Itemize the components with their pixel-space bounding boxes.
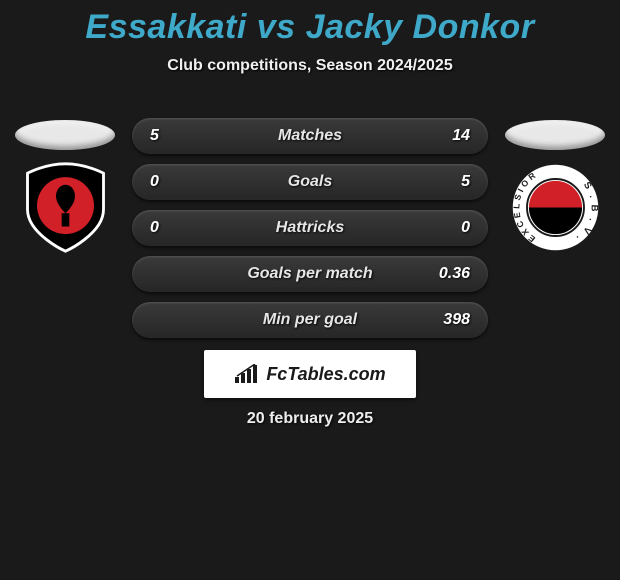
player1-name: Essakkati bbox=[85, 8, 246, 46]
stat-hattricks-label: Hattricks bbox=[276, 219, 344, 237]
stat-goals-label: Goals bbox=[288, 173, 332, 191]
stat-row-gpm: Goals per match 0.36 bbox=[132, 256, 488, 292]
team1-block bbox=[10, 120, 120, 255]
stat-matches-p1: 5 bbox=[150, 127, 159, 145]
brand-box: FcTables.com bbox=[204, 350, 416, 398]
team1-platform bbox=[15, 120, 115, 150]
page-title: Essakkati vs Jacky Donkor bbox=[0, 0, 620, 47]
stat-mpg-label: Min per goal bbox=[263, 311, 357, 329]
stat-mpg-p2: 398 bbox=[443, 311, 470, 329]
stats-table: 5 Matches 14 0 Goals 5 0 Hattricks 0 Goa… bbox=[132, 118, 488, 348]
player2-name: Jacky Donkor bbox=[306, 8, 535, 46]
date: 20 february 2025 bbox=[247, 410, 373, 428]
stat-row-matches: 5 Matches 14 bbox=[132, 118, 488, 154]
stat-gpm-label: Goals per match bbox=[247, 265, 372, 283]
stat-row-goals: 0 Goals 5 bbox=[132, 164, 488, 200]
stat-hattricks-p1: 0 bbox=[150, 219, 159, 237]
chart-icon bbox=[234, 364, 260, 384]
stat-hattricks-p2: 0 bbox=[461, 219, 470, 237]
stat-matches-p2: 14 bbox=[452, 127, 470, 145]
brand-text: FcTables.com bbox=[266, 364, 385, 385]
team2-platform bbox=[505, 120, 605, 150]
team1-crest bbox=[18, 160, 113, 255]
stat-goals-p1: 0 bbox=[150, 173, 159, 191]
stat-matches-label: Matches bbox=[278, 127, 342, 145]
team2-crest: S . B . V . EXCELSIOR bbox=[508, 160, 603, 255]
subtitle: Club competitions, Season 2024/2025 bbox=[0, 57, 620, 75]
stat-row-hattricks: 0 Hattricks 0 bbox=[132, 210, 488, 246]
stat-goals-p2: 5 bbox=[461, 173, 470, 191]
stat-gpm-p2: 0.36 bbox=[439, 265, 470, 283]
stat-row-mpg: Min per goal 398 bbox=[132, 302, 488, 338]
team2-block: S . B . V . EXCELSIOR bbox=[500, 120, 610, 255]
vs-word: vs bbox=[257, 8, 296, 46]
